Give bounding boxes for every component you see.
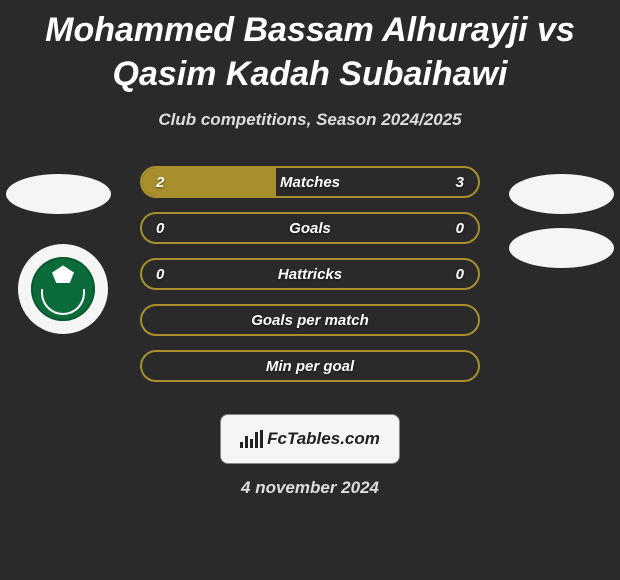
stat-label: Min per goal [266,358,354,375]
stat-value-right: 3 [456,174,464,191]
branding-box[interactable]: FcTables.com [220,414,400,464]
bar-chart-icon [240,430,263,448]
player-left-avatar [6,174,111,214]
stat-row: 0 Goals 0 [140,212,480,244]
stat-row: 2 Matches 3 [140,166,480,198]
stat-value-left: 0 [156,266,164,283]
stats-area: 2 Matches 3 0 Goals 0 0 Hattricks 0 Goal… [0,166,620,406]
stat-label: Goals per match [251,312,369,329]
stat-label: Hattricks [278,266,342,283]
comparison-date: 4 november 2024 [0,478,620,498]
stat-value-left: 0 [156,220,164,237]
comparison-subtitle: Club competitions, Season 2024/2025 [0,110,620,130]
stat-row: Min per goal [140,350,480,382]
stat-value-left: 2 [156,174,164,191]
player-right-avatar [509,174,614,214]
stat-value-right: 0 [456,266,464,283]
club-badge-icon [31,257,95,321]
stat-value-right: 0 [456,220,464,237]
player-right-club-badge [509,228,614,268]
stat-row: Goals per match [140,304,480,336]
comparison-title: Mohammed Bassam Alhurayji vs Qasim Kadah… [0,0,620,96]
player-left-club-badge [18,244,108,334]
stat-row: 0 Hattricks 0 [140,258,480,290]
branding-text: FcTables.com [267,429,380,449]
stat-bars: 2 Matches 3 0 Goals 0 0 Hattricks 0 Goal… [140,166,480,382]
stat-label: Matches [280,174,340,191]
stat-label: Goals [289,220,331,237]
